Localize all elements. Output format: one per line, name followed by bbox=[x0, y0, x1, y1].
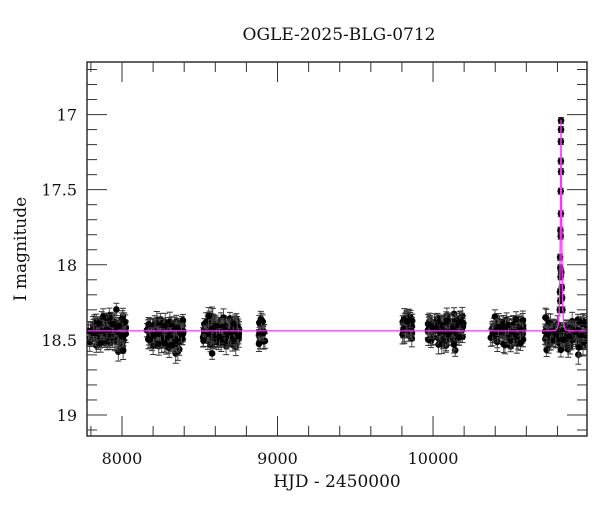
y-tick-label: 18.5 bbox=[41, 331, 77, 350]
x-tick-label: 9000 bbox=[257, 449, 298, 468]
model-curve bbox=[87, 119, 587, 332]
x-tick-labels: 8000 9000 10000 bbox=[102, 449, 459, 468]
x-tick-label: 10000 bbox=[408, 449, 459, 468]
y-tick-label: 17.5 bbox=[41, 181, 77, 200]
x-tick-label: 8000 bbox=[102, 449, 143, 468]
y-axis-label: I magnitude bbox=[11, 197, 31, 301]
chart-title: OGLE-2025-BLG-0712 bbox=[243, 25, 436, 45]
data-points bbox=[87, 117, 587, 365]
y-tick-label: 19 bbox=[57, 406, 77, 425]
axes bbox=[86, 61, 588, 437]
y-tick-labels: 17 17.5 18 18.5 19 bbox=[41, 106, 77, 425]
y-tick-label: 18 bbox=[57, 256, 77, 275]
x-axis-label: HJD - 2450000 bbox=[273, 472, 401, 492]
y-tick-label: 17 bbox=[57, 106, 77, 125]
